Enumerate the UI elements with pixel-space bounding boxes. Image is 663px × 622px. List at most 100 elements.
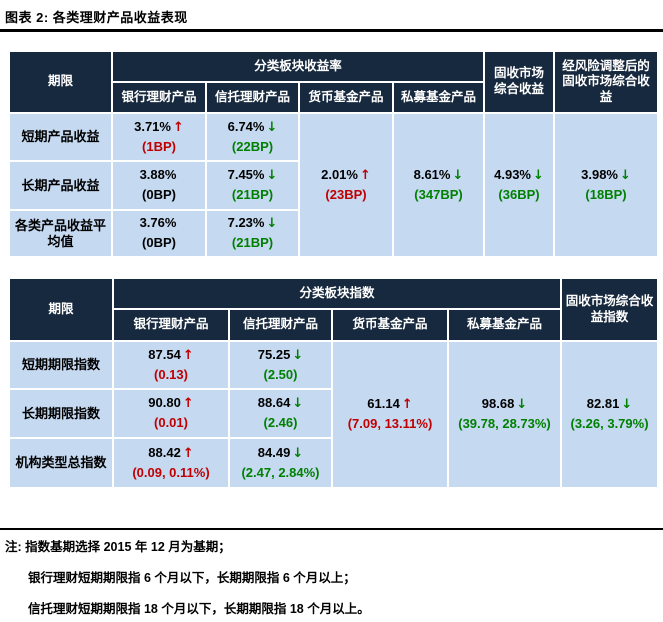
- cell-change: (0.09, 0.11%): [132, 464, 210, 480]
- cell-value: 88.64: [257, 395, 291, 411]
- cell-value-line: 82.81 ↓: [565, 395, 654, 415]
- trend-arrow-icon: ↑: [182, 396, 194, 412]
- cell-value-line: 61.14 ↑: [336, 395, 444, 415]
- trend-arrow-icon: ↑: [359, 167, 371, 183]
- title-rule: [0, 29, 663, 32]
- t2-header-term: 期限: [8, 277, 114, 342]
- cell-value: 87.54: [148, 346, 181, 362]
- t2-group-header-index: 分类板块指数: [111, 277, 563, 310]
- t1-cell-short-trust: 6.74% ↓ (22BP): [205, 112, 300, 162]
- cell-value: 90.80: [148, 395, 181, 411]
- cell-value-line: 84.49 ↓: [233, 444, 328, 464]
- t1-header-trust: 信托理财产品: [205, 81, 300, 114]
- cell-value-line: 3.88%: [116, 166, 202, 186]
- t2-cell-short-trust: 75.25 ↓ (2.50): [228, 340, 333, 390]
- cell-change: (2.46): [263, 415, 298, 430]
- cell-value: 3.71%: [134, 118, 171, 134]
- cell-value: 75.25: [257, 346, 291, 362]
- cell-value: 88.42: [148, 444, 181, 460]
- t2-cell-inst-bank: 88.42 ↑ (0.09, 0.11%): [112, 437, 230, 489]
- cell-change: (347BP): [414, 186, 463, 202]
- cell-value: 2.01%: [321, 166, 358, 182]
- cell-value: 84.49: [257, 444, 291, 460]
- notes-rule: [0, 528, 663, 530]
- t2-row-label-short: 短期期限指数: [8, 340, 114, 390]
- cell-change: (39.78, 28.73%): [458, 416, 551, 431]
- cell-value: 4.93%: [494, 166, 531, 182]
- cell-value: 82.81: [586, 396, 620, 412]
- t1-cell-private-fund: 8.61% ↓ (347BP): [391, 112, 486, 258]
- t2-row-label-institution-total: 机构类型总指数: [8, 437, 114, 489]
- trend-arrow-icon: ↓: [621, 397, 633, 413]
- cell-value-line: 7.23% ↓: [210, 214, 295, 234]
- cell-value: 98.68: [481, 396, 515, 412]
- cell-change: (0.13): [154, 366, 188, 382]
- cell-value: 6.74%: [227, 118, 265, 134]
- cell-value-line: 75.25 ↓: [233, 346, 328, 366]
- t1-header-money-fund: 货币基金产品: [298, 81, 394, 114]
- t2-header-money-fund: 货币基金产品: [331, 308, 449, 342]
- cell-change: (21BP): [231, 187, 274, 202]
- cell-change: (0.01): [154, 415, 188, 430]
- trend-arrow-icon: ↓: [620, 167, 631, 183]
- t2-cell-short-bank: 87.54 ↑ (0.13): [112, 340, 230, 390]
- cell-change: (0BP): [142, 187, 176, 202]
- t2-cell-long-bank: 90.80 ↑ (0.01): [112, 388, 230, 439]
- trend-arrow-icon: ↓: [292, 347, 304, 363]
- cell-value: 3.88%: [139, 167, 177, 183]
- cell-change: (3.26, 3.79%): [570, 416, 649, 431]
- trend-arrow-icon: ↑: [182, 347, 194, 363]
- t2-header-trust: 信托理财产品: [228, 308, 333, 342]
- note-line-trust-terms: 信托理财短期期限指 18 个月以下，长期期限指 18 个月以上。: [28, 602, 370, 616]
- trend-arrow-icon: ↓: [516, 397, 528, 413]
- cell-value: 3.76%: [139, 215, 177, 231]
- cell-value-line: 4.93% ↓: [488, 166, 550, 186]
- t1-header-private-fund: 私募基金产品: [391, 81, 486, 114]
- trend-arrow-icon: ↓: [452, 167, 464, 183]
- t2-header-private-fund: 私募基金产品: [446, 308, 563, 342]
- trend-arrow-icon: ↓: [266, 168, 278, 184]
- trend-arrow-icon: ↓: [533, 167, 544, 183]
- cell-change: (18BP): [585, 186, 627, 202]
- t1-header-risk-adjusted: 经风险调整后的固收市场综合收益: [553, 50, 660, 114]
- cell-change: (1BP): [142, 138, 176, 154]
- note-line-base-period: 注: 指数基期选择 2015 年 12 月为基期；: [5, 540, 231, 554]
- cell-change: (22BP): [231, 138, 274, 154]
- t1-row-label-long: 长期产品收益: [8, 160, 113, 211]
- index-table: 期限 分类板块指数 固收市场综合收益指数 银行理财产品 信托理财产品 货币基金产…: [8, 277, 660, 489]
- t2-cell-fixed-income-index: 82.81 ↓ (3.26, 3.79%): [560, 340, 660, 489]
- t1-cell-avg-bank: 3.76% (0BP): [111, 209, 207, 258]
- t2-header-fixed-income-index: 固收市场综合收益指数: [560, 277, 660, 342]
- cell-value: 3.98%: [581, 166, 618, 182]
- trend-arrow-icon: ↓: [266, 216, 278, 232]
- cell-value: 7.45%: [227, 167, 265, 183]
- t1-cell-money-fund: 2.01% ↑ (23BP): [298, 112, 394, 258]
- t1-row-label-average: 各类产品收益平均值: [8, 209, 113, 258]
- t1-cell-short-bank: 3.71% ↑ (1BP): [111, 112, 207, 162]
- cell-value-line: 87.54 ↑: [117, 346, 225, 366]
- cell-value-line: 90.80 ↑: [117, 394, 225, 414]
- t1-cell-long-bank: 3.88% (0BP): [111, 160, 207, 211]
- trend-arrow-icon: ↑: [182, 445, 194, 461]
- cell-value-line: 88.64 ↓: [233, 394, 328, 414]
- t2-cell-money-fund: 61.14 ↑ (7.09, 13.11%): [331, 340, 449, 489]
- trend-arrow-icon: ↑: [401, 397, 413, 413]
- t2-header-bank: 银行理财产品: [112, 308, 230, 342]
- t2-cell-private-fund: 98.68 ↓ (39.78, 28.73%): [446, 340, 563, 489]
- cell-value: 61.14: [367, 396, 400, 412]
- cell-change: (7.09, 13.11%): [347, 416, 433, 431]
- t1-cell-risk-adjusted: 3.98% ↓ (18BP): [553, 112, 660, 258]
- cell-value-line: 7.45% ↓: [210, 166, 295, 186]
- cell-value-line: 8.61% ↓: [397, 166, 480, 186]
- t1-group-header-yield: 分类板块收益率: [110, 50, 486, 83]
- t2-cell-inst-trust: 84.49 ↓ (2.47, 2.84%): [228, 437, 333, 489]
- page-title: 图表 2: 各类理财产品收益表现: [5, 10, 188, 25]
- cell-value-line: 88.42 ↑: [117, 444, 225, 464]
- cell-value: 8.61%: [413, 166, 451, 182]
- cell-change: (2.47, 2.84%): [241, 464, 320, 480]
- cell-value-line: 2.01% ↑: [303, 166, 389, 186]
- t1-header-bank: 银行理财产品: [111, 81, 207, 114]
- note-line-bank-terms: 银行理财短期期限指 6 个月以下，长期期限指 6 个月以上；: [28, 571, 356, 585]
- cell-change: (21BP): [231, 235, 274, 250]
- t2-row-label-long: 长期期限指数: [8, 388, 114, 439]
